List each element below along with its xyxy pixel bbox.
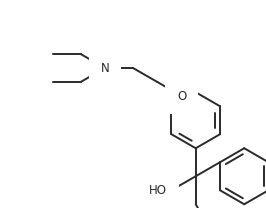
Text: N: N xyxy=(101,62,109,74)
Text: O: O xyxy=(177,89,186,103)
Text: HO: HO xyxy=(149,184,167,197)
